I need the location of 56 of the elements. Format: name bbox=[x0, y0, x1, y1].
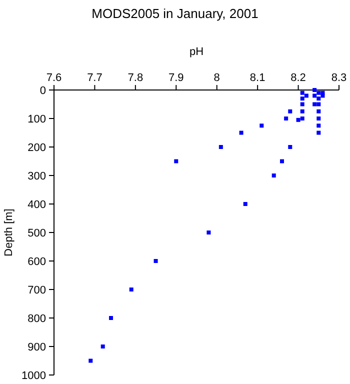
point bbox=[300, 116, 304, 120]
x-tick-label: 7.6 bbox=[46, 72, 62, 84]
point bbox=[312, 94, 317, 98]
point bbox=[260, 124, 264, 128]
point bbox=[109, 316, 113, 320]
y-tick-label: 900 bbox=[28, 342, 46, 354]
x-tick-label: 7.9 bbox=[168, 72, 184, 84]
y-tick-label: 200 bbox=[28, 142, 46, 154]
point bbox=[300, 90, 304, 95]
point bbox=[316, 96, 321, 101]
chart-title: MODS2005 in January, 2001 bbox=[92, 6, 258, 21]
y-tick-label: 400 bbox=[28, 199, 46, 211]
y-tick-label: 300 bbox=[28, 170, 46, 182]
y-tick-label: 800 bbox=[28, 313, 46, 325]
point bbox=[316, 102, 321, 106]
y-tick-label: 100 bbox=[28, 114, 46, 126]
point bbox=[300, 102, 304, 106]
y-tick-label: 700 bbox=[28, 284, 46, 296]
point bbox=[316, 90, 321, 95]
point bbox=[100, 344, 105, 348]
point bbox=[316, 124, 321, 128]
point bbox=[218, 145, 223, 149]
point bbox=[304, 94, 308, 98]
point bbox=[316, 130, 321, 135]
point bbox=[312, 88, 317, 92]
point bbox=[300, 109, 304, 114]
point bbox=[316, 116, 321, 120]
point bbox=[312, 102, 317, 106]
x-tick-label: 7.8 bbox=[128, 72, 144, 84]
point bbox=[154, 259, 158, 263]
point bbox=[129, 288, 134, 292]
point bbox=[88, 358, 93, 363]
x-tick-label: 7.7 bbox=[87, 72, 102, 84]
y-axis-title: Depth [m] bbox=[3, 208, 15, 256]
point bbox=[284, 116, 288, 120]
point bbox=[300, 96, 304, 101]
point bbox=[288, 109, 292, 114]
y-tick-label: 0 bbox=[40, 85, 46, 97]
point bbox=[316, 109, 321, 114]
point bbox=[206, 230, 211, 234]
point bbox=[174, 159, 178, 164]
point bbox=[272, 174, 276, 178]
x-tick-label: 8.2 bbox=[290, 72, 306, 84]
x-tick-label: 8 bbox=[214, 72, 220, 84]
y-tick-label: 1000 bbox=[22, 370, 46, 382]
point bbox=[280, 159, 284, 164]
point bbox=[320, 94, 325, 98]
point bbox=[239, 130, 244, 135]
point bbox=[243, 202, 248, 206]
x-axis-title: pH bbox=[189, 46, 204, 58]
point bbox=[288, 145, 292, 149]
y-tick-label: 600 bbox=[28, 256, 46, 268]
x-tick-label: 8.3 bbox=[331, 72, 347, 84]
x-tick-label: 8.1 bbox=[250, 72, 266, 84]
point bbox=[296, 118, 300, 122]
y-tick-label: 500 bbox=[28, 228, 46, 240]
